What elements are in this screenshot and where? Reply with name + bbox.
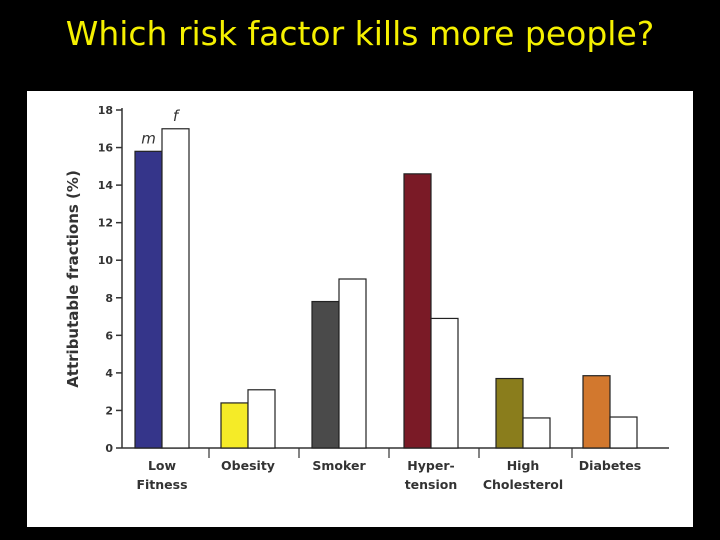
bar-m-5 [582,375,611,449]
y-tick-label: 18 [98,104,113,117]
y-tick-label: 14 [98,179,114,192]
y-tick-label: 12 [98,217,113,230]
bar-f-2 [338,278,367,449]
category-label: Fitness [136,477,187,492]
category-label: Diabetes [579,458,641,473]
bar-f-3 [430,317,459,449]
y-tick-label: 8 [105,292,113,305]
y-tick-label: 2 [105,404,113,417]
bar-chart: 0 2 4 6 8 10 12 14 16 18 Attributable fractions (%… [64,104,669,492]
y-tick-label: 0 [105,442,113,455]
y-tick-label: 6 [105,329,113,342]
chart-panel: 0 2 4 6 8 10 12 14 16 18 Attributable fractions (%… [27,91,693,527]
bar-m-3 [403,173,432,449]
bar-f-5 [609,416,638,449]
bar-m-2 [311,300,340,449]
y-axis-title: Attributable fractions (%) [64,170,82,388]
category-label: Cholesterol [483,477,563,492]
category-label: Low [148,458,177,473]
bar-f-0 [161,128,190,449]
category-label: Smoker [312,458,366,473]
bar-f-4 [522,417,551,449]
bar-m-0 [134,150,163,449]
category-label: tension [405,477,458,492]
bar-f-1 [247,389,276,449]
chart-marks: 0 2 4 6 8 10 12 14 16 18 Attributable fractions (%… [64,104,669,492]
bar-m-1 [220,402,249,449]
series-label-m: m [141,129,156,147]
slide-title: Which risk factor kills more people? [65,14,655,53]
series-label-f: f [173,107,181,125]
y-tick-label: 16 [98,142,114,155]
y-tick-label: 10 [98,254,114,267]
category-label: Obesity [221,458,275,473]
y-tick-label: 4 [105,367,113,380]
bar-m-4 [495,377,524,449]
category-label: High [507,458,540,473]
category-label: Hyper- [407,458,454,473]
